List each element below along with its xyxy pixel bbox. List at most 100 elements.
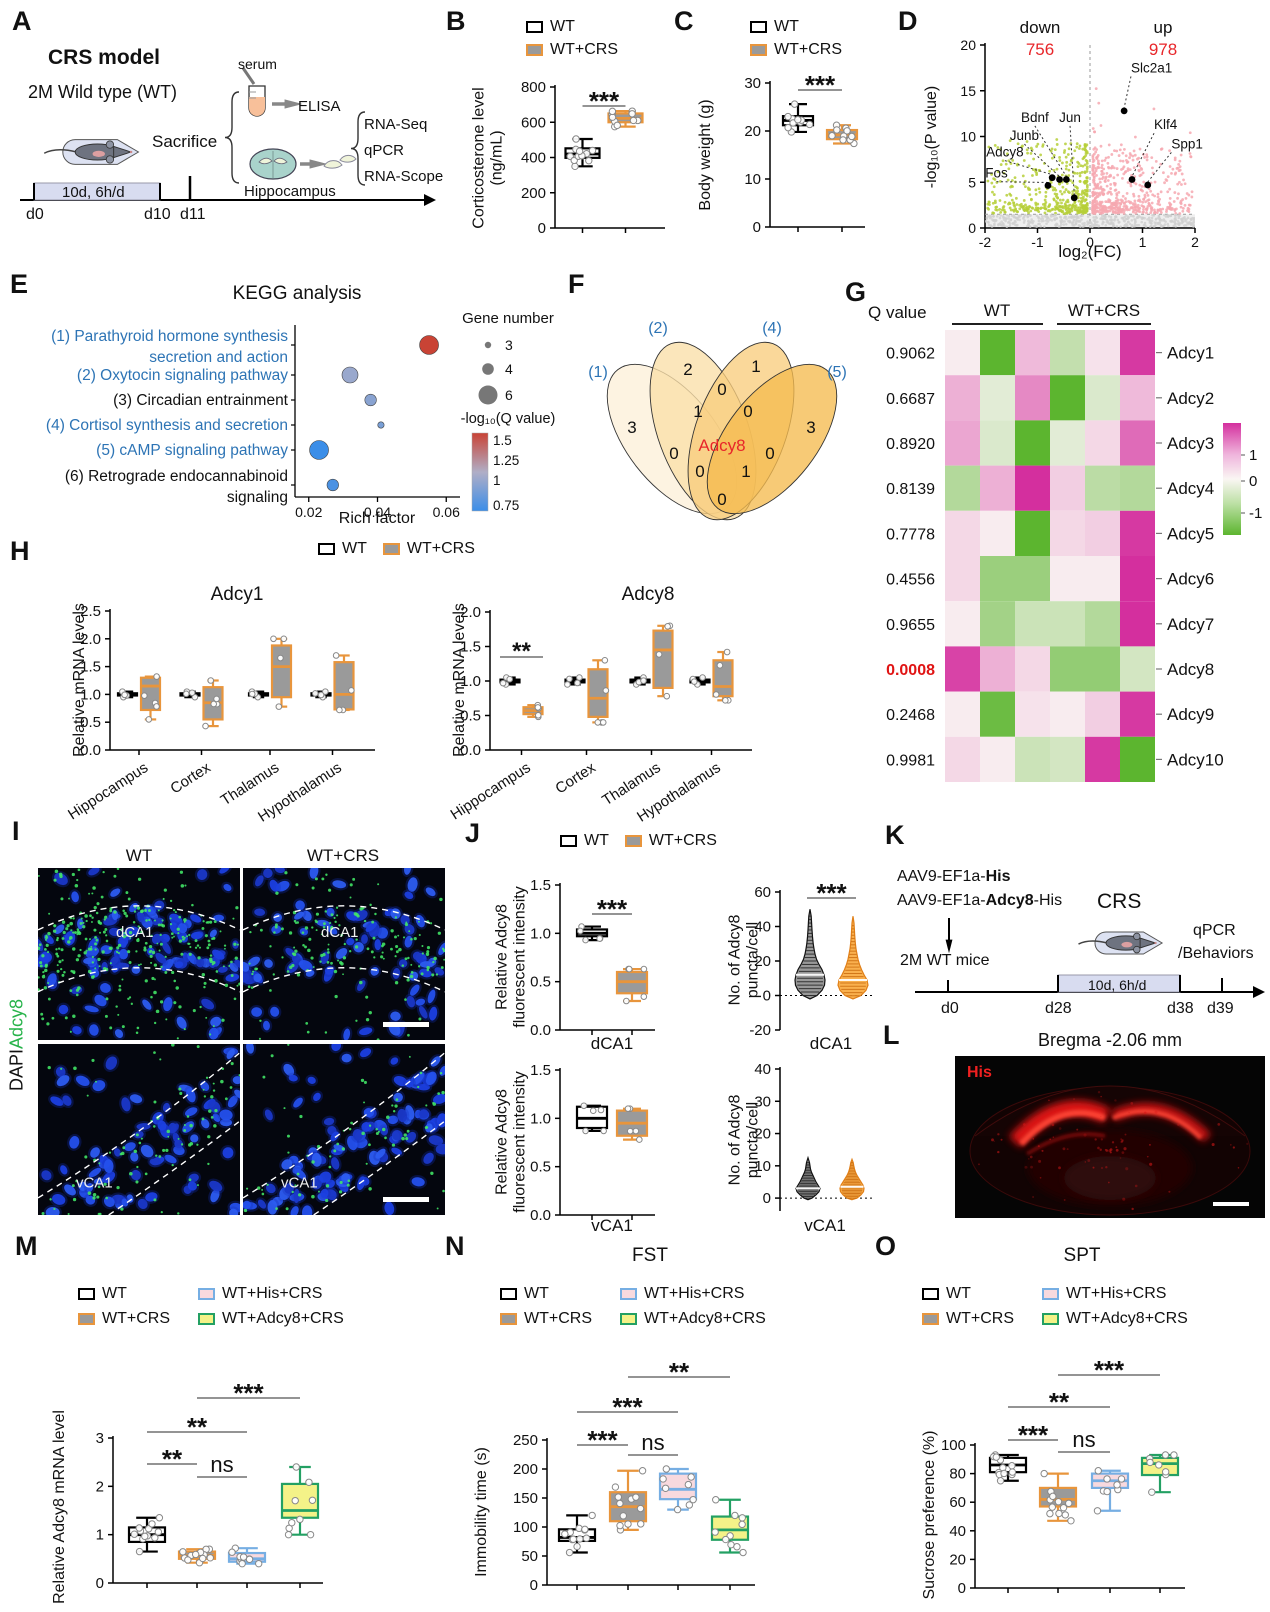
heatmap-cell	[1050, 465, 1085, 511]
y-tick-label: 60	[754, 884, 771, 901]
heatmap-cell	[980, 691, 1015, 737]
pathway-label: secretion and action	[149, 349, 288, 366]
legend-item-crs: WT+CRS	[78, 1310, 170, 1328]
sig-label: ***	[587, 1425, 618, 1455]
heatmap-cell	[1085, 556, 1120, 602]
y-tick-label: 15	[960, 83, 976, 99]
y-tick-label: 3	[96, 1430, 104, 1447]
gene-name: Adcy4	[1167, 479, 1214, 498]
legend-label: WT+CRS	[774, 41, 842, 58]
heatmap-cell	[945, 420, 980, 466]
y-tick-label: 60	[949, 1494, 966, 1511]
timeline-tick-d39: d39	[1207, 1000, 1234, 1017]
heatmap-cell	[945, 601, 980, 647]
legend-label: WT+CRS	[550, 41, 618, 58]
heatmap-cell	[1085, 465, 1120, 511]
corticosterone-boxplot: 0 200 400 600 800 ***	[521, 79, 665, 237]
y-tick-label: 10	[754, 1158, 771, 1175]
sig-label: ***	[805, 70, 836, 100]
gene-label-Jun: Jun	[1059, 110, 1081, 125]
heatmap-cell	[1120, 330, 1155, 376]
microscopy-cell: vCA1	[243, 1044, 445, 1215]
region-label: dCA1	[116, 924, 154, 941]
brain-fluorescence	[969, 1085, 1251, 1216]
y-tick-label: 2.0	[460, 604, 481, 621]
panel-f: (1) (2) (4) (5) 3 2 0 1 1 0 3 0 0 0 1 0 Adcy8 F	[560, 265, 847, 530]
gene-name: Adcy1	[1167, 344, 1214, 363]
legend-label: WT	[946, 1285, 971, 1302]
aav-his-pre: AAV9-EF1a-	[897, 868, 986, 885]
box	[270, 644, 293, 699]
heatmap-colorbar	[1223, 423, 1241, 535]
bodyweight-boxplot: 0 10 20 30 ***	[744, 70, 865, 236]
sig-label: ***	[597, 894, 628, 924]
legend-item-his: WT+His+CRS	[198, 1285, 344, 1303]
panel-i-label: I	[12, 816, 20, 846]
y-tick-label: 0	[958, 1580, 966, 1597]
legend-item-crs: WT+CRS	[382, 540, 475, 558]
aav-adcy8-bold: Adcy8	[985, 892, 1034, 909]
pathway-bubble	[364, 393, 377, 407]
legend-item-wt: WT	[78, 1285, 170, 1303]
y-axis-label-line1: Relative Adcy8	[493, 1089, 511, 1195]
x-tick-label: 2	[1191, 234, 1199, 250]
heatmap-cell	[980, 556, 1015, 602]
y-tick-label: 600	[521, 114, 546, 131]
up-regulated-label: up	[1153, 18, 1173, 37]
down-count: 756	[1025, 40, 1055, 59]
y-tick-label: 80	[949, 1466, 966, 1483]
colorbar-tick: -1	[1249, 505, 1262, 522]
x-tick-label: 0	[1086, 234, 1094, 250]
y-tick-label: 200	[513, 1461, 538, 1478]
his-marker-label: His	[967, 1064, 992, 1081]
kegg-title: KEGG analysis	[232, 283, 362, 304]
pathway-bubble	[377, 421, 385, 429]
legend: WT WT+CRS	[560, 832, 717, 850]
y-tick-label: 1	[96, 1527, 104, 1544]
panel-j: 0.0 0.5 1.0 1.5 *** 0.0 0.5 1.0 1.5 -20 0 20 40 60 ***…	[455, 810, 875, 1240]
legend-item-crs: WT+CRS	[750, 41, 842, 59]
panel-h: 0.0 0.5 1.0 1.5 2.0 2.5 Hippocampus Cortex Thala…	[0, 530, 840, 826]
heatmap-cell	[1015, 465, 1050, 511]
venn-count: 0	[669, 444, 678, 463]
sig-label: ***	[233, 1378, 264, 1408]
y-tick-label: 5	[968, 174, 976, 190]
y-axis-label-line2: puncta/cell	[745, 921, 762, 999]
panel-o: 0 20 40 60 80 100 *** ns ** *** O SPT WT WT+CRS WT+…	[860, 1225, 1270, 1612]
adcy1-title: Adcy1	[210, 584, 264, 605]
y-tick-label: 0.5	[530, 974, 551, 991]
y-tick-label: 0	[538, 220, 546, 237]
heatmap-cell	[1015, 420, 1050, 466]
crs-schematic	[20, 67, 436, 206]
y-axis-label: Relative Adcy8 mRNA level	[51, 1410, 69, 1604]
legend-label: WT+His+CRS	[644, 1285, 745, 1302]
y-axis-label-line2: fluorescent intensity	[512, 1071, 529, 1213]
panel-m-label: M	[15, 1231, 38, 1261]
y-tick-label: 1.5	[530, 877, 551, 894]
panel-k-label: K	[885, 820, 905, 850]
microscopy-cell: vCA1	[38, 1044, 240, 1215]
legend-item-wt: WT	[750, 18, 842, 36]
heatmap-cell	[1085, 646, 1120, 692]
y-axis-label-line1: Body weight (g)	[696, 99, 714, 211]
adcy8-title: Adcy8	[621, 584, 675, 605]
venn-count: 1	[741, 462, 750, 481]
legend-item-wt: WT	[560, 832, 609, 850]
venn-count: 3	[806, 418, 815, 437]
venn-count: 0	[717, 380, 726, 399]
y-tick-label: 1.5	[460, 639, 481, 656]
heatmap-col-crs: WT+CRS	[1067, 301, 1141, 320]
legend-label: WT+CRS	[102, 1310, 170, 1327]
gene-label-Bdnf: Bdnf	[1021, 110, 1049, 125]
y-axis-label: Corticosterone level (ng/mL)	[471, 87, 508, 228]
x-tick-label: 0.06	[433, 504, 460, 520]
sacrifice-label: Sacrifice	[152, 132, 218, 151]
gene-label-Fos: Fos	[985, 166, 1008, 181]
stain-adcy8-label: Adcy8	[6, 998, 27, 1050]
panel-b: 0 200 400 600 800 *** B WT WT+CRS Corticostero…	[440, 0, 670, 265]
panel-l: L Bregma -2.06 mm His	[875, 1020, 1270, 1225]
crs-model-title: CRS model	[48, 46, 161, 69]
legend: WT WT+CRS WT+His+CRS WT+Adcy8+CRS	[922, 1285, 1188, 1328]
